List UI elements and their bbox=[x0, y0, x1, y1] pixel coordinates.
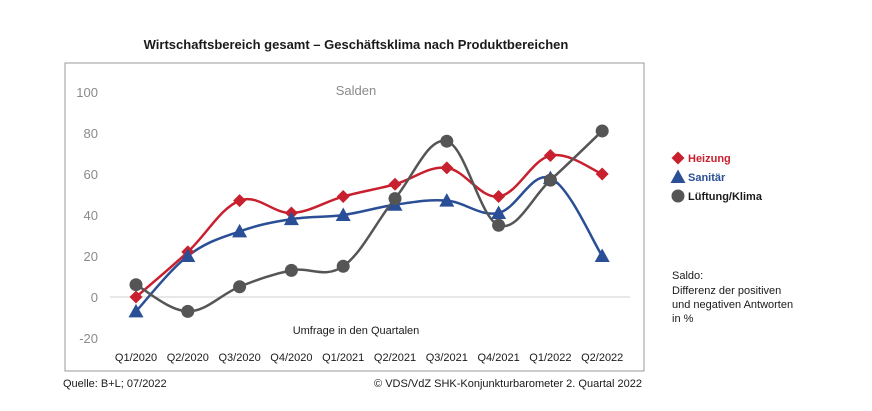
data-point-l-ftung-klima bbox=[543, 173, 557, 187]
x-axis-ticks: Q1/2020 Q2/2020 Q3/2020 Q4/2020 Q1/2021 Q2/20… bbox=[115, 352, 623, 364]
data-point-heizung bbox=[492, 190, 506, 204]
data-point-heizung bbox=[595, 167, 609, 181]
x-tick-label: Q3/2021 bbox=[426, 352, 468, 364]
data-point-sanit-r bbox=[180, 248, 196, 262]
data-point-sanit-r bbox=[491, 205, 507, 219]
data-point-l-ftung-klima bbox=[440, 134, 454, 148]
y-tick-label: 40 bbox=[84, 208, 98, 223]
saldo-note: Saldo: Differenz der positiven und negat… bbox=[672, 270, 793, 325]
data-point-l-ftung-klima bbox=[233, 280, 247, 294]
series-line-heizung bbox=[135, 153, 603, 298]
y-tick-label: 80 bbox=[84, 126, 98, 141]
source-text: Quelle: B+L; 07/2022 bbox=[63, 378, 167, 390]
y-tick-label: -20 bbox=[79, 331, 98, 346]
x-tick-label: Q1/2021 bbox=[322, 352, 364, 364]
data-point-l-ftung-klima bbox=[181, 304, 195, 318]
plot-label: Salden bbox=[336, 83, 376, 98]
legend-label-sanit-r: Sanitär bbox=[688, 172, 726, 184]
x-tick-label: Q1/2020 bbox=[115, 352, 157, 364]
data-point-sanit-r bbox=[232, 223, 248, 238]
x-axis-label: Umfrage in den Quartalen bbox=[293, 325, 420, 337]
data-point-l-ftung-klima bbox=[595, 124, 609, 138]
data-point-l-ftung-klima bbox=[129, 278, 143, 292]
legend-marker-l-ftung-klima bbox=[671, 189, 685, 203]
x-tick-label: Q4/2020 bbox=[270, 352, 312, 364]
x-tick-label: Q3/2020 bbox=[218, 352, 260, 364]
legend-label-l-ftung-klima: Lüftung/Klima bbox=[688, 191, 763, 203]
series-markers bbox=[128, 124, 610, 318]
note-line: Saldo: bbox=[672, 270, 703, 282]
data-point-sanit-r bbox=[283, 211, 299, 226]
legend-label-heizung: Heizung bbox=[688, 153, 731, 165]
data-point-l-ftung-klima bbox=[388, 192, 402, 206]
y-axis-ticks: -20 0 20 40 60 80 100 bbox=[76, 85, 98, 346]
note-line: in % bbox=[672, 313, 694, 325]
data-point-sanit-r bbox=[439, 193, 455, 207]
x-tick-label: Q2/2021 bbox=[374, 352, 416, 364]
note-line: Differenz der positiven bbox=[672, 285, 781, 297]
x-tick-label: Q1/2022 bbox=[529, 352, 571, 364]
y-tick-label: 20 bbox=[84, 249, 98, 264]
data-point-heizung bbox=[129, 290, 143, 304]
data-point-sanit-r bbox=[128, 303, 144, 318]
y-tick-label: 60 bbox=[84, 167, 98, 182]
data-point-sanit-r bbox=[594, 248, 610, 262]
legend-marker-sanit-r bbox=[670, 169, 686, 183]
copyright-text: © VDS/VdZ SHK-Konjunkturbarometer 2. Qua… bbox=[374, 378, 642, 390]
legend-marker-heizung bbox=[671, 151, 685, 165]
x-tick-label: Q2/2020 bbox=[167, 352, 209, 364]
legend: Heizung Sanitär Lüftung/Klima bbox=[670, 151, 763, 203]
data-point-heizung bbox=[336, 190, 350, 204]
x-tick-label: Q2/2022 bbox=[581, 352, 623, 364]
series-line-sanit-r bbox=[135, 175, 604, 313]
note-line: und negativen Antworten bbox=[672, 299, 793, 311]
plot-frame bbox=[64, 62, 645, 372]
series-lines bbox=[135, 130, 604, 313]
data-point-heizung bbox=[388, 177, 402, 191]
data-point-l-ftung-klima bbox=[492, 218, 506, 232]
y-tick-label: 100 bbox=[76, 85, 98, 100]
x-tick-label: Q4/2021 bbox=[477, 352, 519, 364]
data-point-l-ftung-klima bbox=[336, 259, 350, 273]
chart-title: Wirtschaftsbereich gesamt – Geschäftskli… bbox=[144, 37, 569, 52]
data-point-heizung bbox=[543, 149, 557, 163]
data-point-heizung bbox=[233, 194, 247, 208]
y-tick-label: 0 bbox=[91, 290, 98, 305]
series-line-l-ftung-klima bbox=[135, 130, 604, 313]
data-point-l-ftung-klima bbox=[284, 263, 298, 277]
data-point-sanit-r bbox=[335, 207, 351, 221]
data-point-heizung bbox=[440, 161, 454, 175]
